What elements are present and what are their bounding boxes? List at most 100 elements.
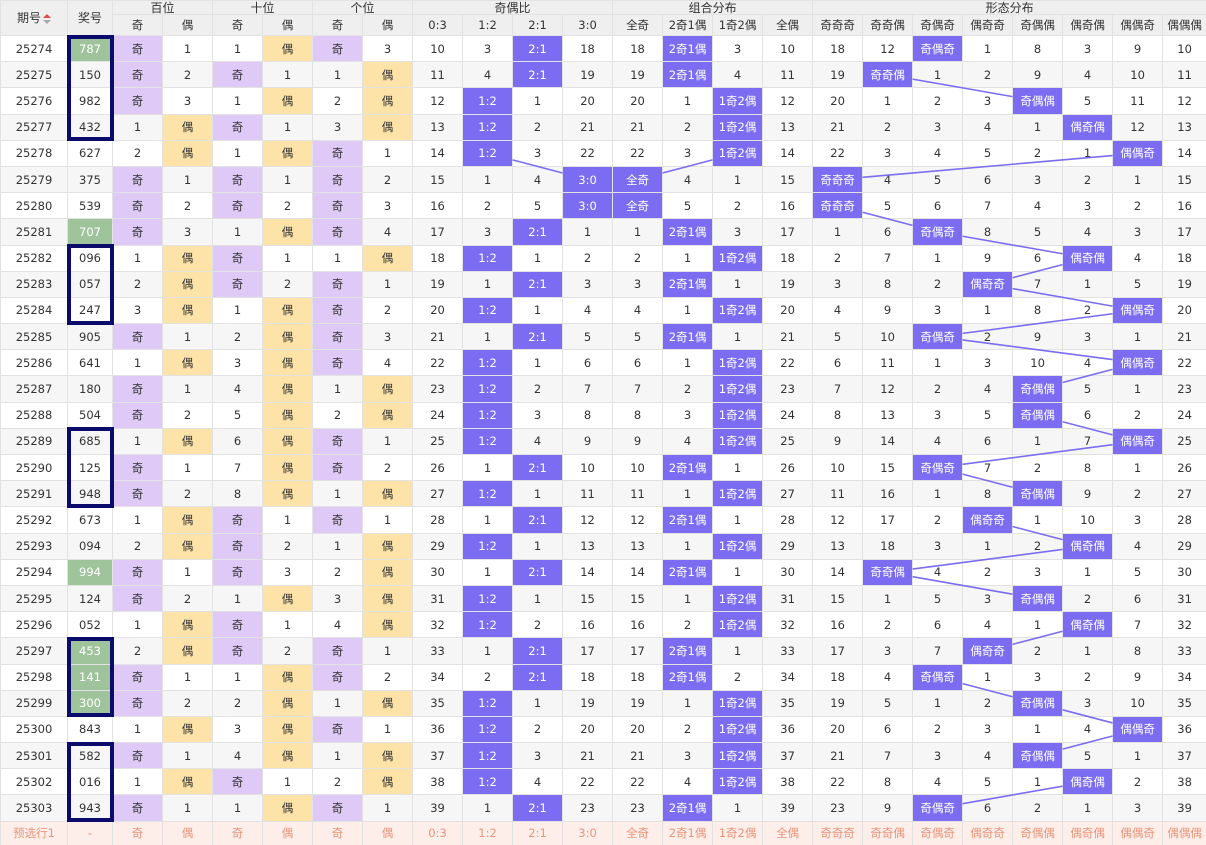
footer-cell: 2奇1偶 xyxy=(662,820,714,845)
hit-cell: 1:2 xyxy=(462,768,514,796)
miss-cell: 6 xyxy=(962,427,1014,456)
miss-cell: 15 xyxy=(562,584,614,613)
number-cell: 124 xyxy=(67,584,113,613)
miss-cell: 36 xyxy=(762,715,814,744)
miss-cell: 2 xyxy=(512,715,564,744)
period-header: 期号 xyxy=(0,0,68,36)
miss-cell: 4 xyxy=(962,113,1014,141)
miss-cell: 1 xyxy=(1012,768,1064,796)
hit-cell: 偶 xyxy=(362,244,414,272)
miss-cell: 1 xyxy=(712,165,764,194)
miss-cell: 4 xyxy=(662,165,714,194)
miss-cell: 5 xyxy=(612,323,664,351)
hit-cell: 2:1 xyxy=(512,663,564,691)
miss-cell: 1 xyxy=(262,244,314,272)
miss-cell: 8 xyxy=(962,218,1014,246)
miss-cell: 5 xyxy=(1012,218,1064,246)
hit-cell: 偶 xyxy=(362,768,414,796)
miss-cell: 16 xyxy=(762,192,814,220)
hit-cell: 奇 xyxy=(212,270,264,298)
miss-cell: 1 xyxy=(712,506,764,534)
miss-cell: 3 xyxy=(462,34,514,63)
miss-cell: 3 xyxy=(612,270,664,298)
hit-cell: 全奇 xyxy=(612,192,664,220)
miss-cell: 1 xyxy=(112,715,163,744)
hit-cell: 奇偶偶 xyxy=(1012,480,1064,508)
hit-cell: 偶 xyxy=(362,611,414,639)
miss-cell: 2 xyxy=(262,532,314,560)
miss-cell: 8 xyxy=(962,480,1014,508)
miss-cell: 37 xyxy=(1162,742,1206,770)
miss-cell: 1 xyxy=(112,768,163,796)
hit-cell: 偶 xyxy=(161,532,214,560)
miss-cell: 1 xyxy=(662,349,714,377)
miss-cell: 1 xyxy=(1112,375,1164,403)
miss-cell: 3 xyxy=(912,742,964,770)
miss-cell: 19 xyxy=(612,61,664,89)
hit-cell: 1奇2偶 xyxy=(712,480,764,508)
miss-cell: 1 xyxy=(1012,611,1064,639)
miss-cell: 16 xyxy=(412,192,464,220)
miss-cell: 5 xyxy=(962,401,1014,429)
hit-cell: 偶 xyxy=(161,270,214,298)
miss-cell: 1 xyxy=(512,689,564,717)
miss-cell: 19 xyxy=(812,61,864,89)
data-row: 25290 125 奇 1 7 偶奇 2 26 1 2:1 10 10 2奇1偶 1 26 10 15 奇偶奇 7 2… xyxy=(0,453,1206,482)
hit-cell: 偶 xyxy=(262,689,314,717)
miss-cell: 18 xyxy=(762,244,814,272)
hit-cell: 奇 xyxy=(112,584,163,613)
miss-cell: 1 xyxy=(612,218,664,246)
number-cell: 453 xyxy=(67,637,113,665)
column-header: 偶奇奇 xyxy=(962,14,1014,36)
number-cell: 905 xyxy=(67,323,113,351)
footer-cell: 奇 xyxy=(112,820,163,845)
miss-cell: 31 xyxy=(1162,584,1206,613)
miss-cell: 26 xyxy=(1162,453,1206,482)
miss-cell: 2 xyxy=(862,113,914,141)
miss-cell: 3 xyxy=(1112,506,1164,534)
hit-cell: 1:2 xyxy=(462,427,514,456)
miss-cell: 22 xyxy=(412,349,464,377)
data-row: 25302 016 1 偶奇 1 2 偶 38 1:2 4 22 22 4 1奇2偶 38 22 8 4 5 1 偶奇偶… xyxy=(0,768,1206,796)
hit-cell: 奇 xyxy=(212,611,264,639)
miss-cell: 1 xyxy=(362,139,414,167)
miss-cell: 35 xyxy=(762,689,814,717)
miss-cell: 1 xyxy=(912,244,964,272)
miss-cell: 26 xyxy=(762,453,814,482)
footer-cell: 2:1 xyxy=(512,820,564,845)
miss-cell: 7 xyxy=(912,637,964,665)
miss-cell: 1 xyxy=(1012,715,1064,744)
hit-cell: 奇 xyxy=(112,87,163,115)
miss-cell: 15 xyxy=(812,584,864,613)
miss-cell: 1 xyxy=(912,480,964,508)
hit-cell: 1奇2偶 xyxy=(712,715,764,744)
miss-cell: 1 xyxy=(362,637,414,665)
hit-cell: 奇 xyxy=(212,61,264,89)
hit-cell: 奇 xyxy=(112,480,163,508)
footer-cell: 偶 xyxy=(362,820,414,845)
hit-cell: 奇 xyxy=(312,427,364,456)
miss-cell: 8 xyxy=(1062,453,1114,482)
hit-cell: 1:2 xyxy=(462,375,514,403)
hit-cell: 偶 xyxy=(161,244,214,272)
miss-cell: 2 xyxy=(912,87,964,115)
miss-cell: 1 xyxy=(712,794,764,822)
miss-cell: 1 xyxy=(1062,558,1114,586)
miss-cell: 1 xyxy=(1112,453,1164,482)
miss-cell: 1 xyxy=(1062,794,1114,822)
miss-cell: 9 xyxy=(862,794,914,822)
miss-cell: 18 xyxy=(812,34,864,63)
data-row: 25280 539 奇 2 奇 2 奇 3 16 2 5 3:0 全奇 5 2 16 奇奇奇 5 6 7 4 3 2 16 xyxy=(0,192,1206,220)
hit-cell: 奇偶奇 xyxy=(912,34,964,63)
miss-cell: 3 xyxy=(562,270,614,298)
miss-cell: 3 xyxy=(1062,323,1114,351)
miss-cell: 12 xyxy=(412,87,464,115)
hit-cell: 偶 xyxy=(262,742,314,770)
hit-cell: 2:1 xyxy=(512,34,564,63)
miss-cell: 1 xyxy=(662,244,714,272)
miss-cell: 34 xyxy=(412,663,464,691)
miss-cell: 13 xyxy=(812,532,864,560)
miss-cell: 6 xyxy=(812,349,864,377)
data-row: 25298 141 奇 1 1 偶奇 2 34 2 2:1 18 18 2奇1偶 2 34 18 4 奇偶奇 1 3 2… xyxy=(0,663,1206,691)
miss-cell: 8 xyxy=(562,401,614,429)
